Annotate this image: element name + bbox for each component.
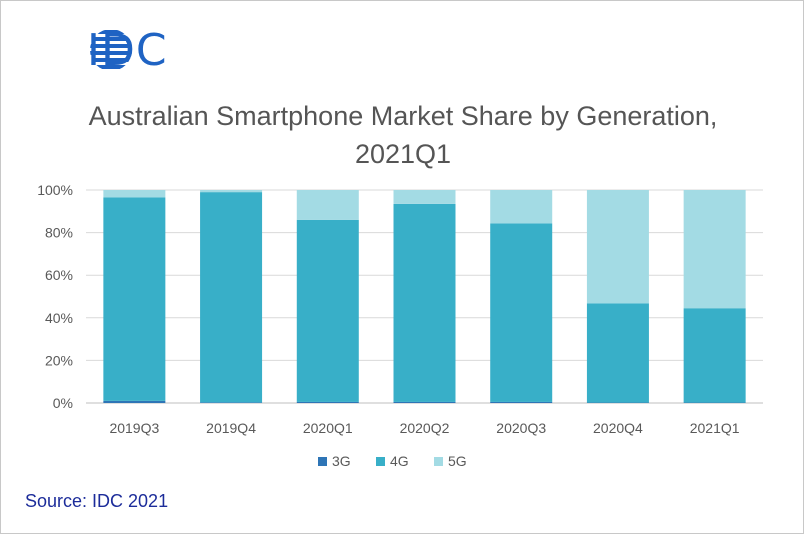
x-tick-label: 2021Q1 <box>690 420 740 436</box>
source-note: Source: IDC 2021 <box>25 491 169 511</box>
bar-segment-4g <box>393 203 456 402</box>
legend-swatch-4g <box>376 457 385 466</box>
y-tick-label: 40% <box>45 310 73 326</box>
bar-segment-3g <box>103 400 166 403</box>
bar-segment-4g <box>586 303 649 403</box>
legend-label-3g: 3G <box>332 453 351 469</box>
y-tick-label: 0% <box>53 395 73 411</box>
legend-label-5g: 5G <box>448 453 467 469</box>
bar-segment-5g <box>296 190 359 220</box>
bar-segment-4g <box>683 308 746 403</box>
bar-segment-5g <box>103 190 166 198</box>
bar-segment-3g <box>200 402 263 403</box>
y-tick-label: 60% <box>45 267 73 283</box>
chart-title-line-1: Australian Smartphone Market Share by Ge… <box>88 101 718 131</box>
x-tick-label: 2020Q3 <box>496 420 546 436</box>
legend-swatch-5g <box>434 457 443 466</box>
bar-segment-4g <box>103 197 166 401</box>
bar-segment-5g <box>490 190 553 224</box>
bar-segment-5g <box>393 190 456 204</box>
bar-segment-3g <box>490 401 553 403</box>
bar-segment-3g <box>296 401 359 403</box>
bar-segment-3g <box>393 401 456 403</box>
x-tick-label: 2020Q2 <box>400 420 450 436</box>
legend-label-4g: 4G <box>390 453 409 469</box>
x-tick-label: 2019Q4 <box>206 420 256 436</box>
idc-logo-text: IDC <box>87 25 168 76</box>
bar-segment-5g <box>586 190 649 304</box>
idc-globe-icon <box>90 30 132 69</box>
x-tick-label: 2020Q1 <box>303 420 353 436</box>
bar-segment-4g <box>296 219 359 402</box>
x-tick-label: 2019Q3 <box>109 420 159 436</box>
legend-swatch-3g <box>318 457 327 466</box>
chart-title: Australian Smartphone Market Share by Ge… <box>1 97 805 173</box>
bar-segment-5g <box>683 190 746 309</box>
x-tick-label: 2020Q4 <box>593 420 643 436</box>
bar-segment-4g <box>490 223 553 402</box>
y-tick-label: 80% <box>45 225 73 241</box>
y-tick-label: 100% <box>37 182 73 198</box>
chart-title-line-2: 2021Q1 <box>354 139 452 169</box>
bar-segment-5g <box>200 190 263 193</box>
y-tick-label: 20% <box>45 352 73 368</box>
bar-segment-4g <box>200 192 263 403</box>
